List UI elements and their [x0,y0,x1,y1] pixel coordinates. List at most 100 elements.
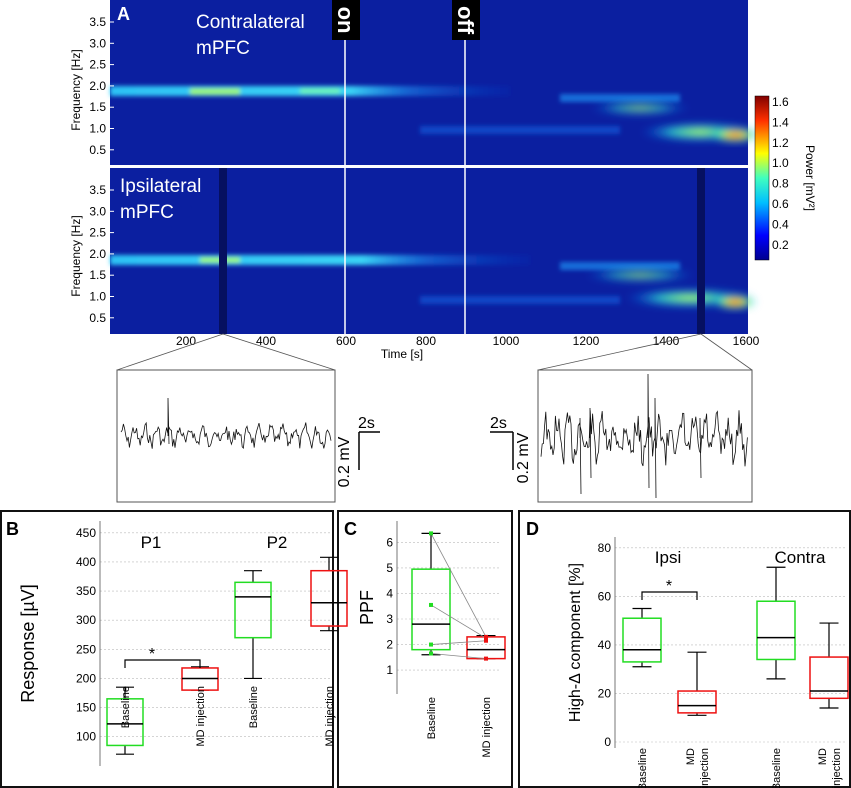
y-tick-label: 0.5 [89,143,106,157]
colorbar-tick-label: 1.2 [772,136,789,150]
x-ticks: 200 400 600 800 1000 1200 1400 1600 [176,334,760,348]
y-tick-label: 150 [76,701,96,715]
box [411,568,451,651]
y-tick-label: 250 [76,642,96,656]
y-tick-label: 100 [76,730,96,744]
trace-marker-left [219,168,227,334]
panel-b-frame [0,510,334,788]
colorbar-label: Power [mV²] [803,145,817,211]
x-tick-label: 1400 [653,334,680,348]
panel-c-frame [337,510,513,788]
scale-left-time: 2s [358,415,375,432]
y-tick-label: 1 [386,663,393,677]
scale-right-time: 2s [490,415,507,432]
y-ticks-top: 3.5 3.0 2.5 2.0 1.5 1.0 0.5 [89,15,114,157]
x-category-label: MD injection [195,686,207,747]
trace-box-right [537,369,753,503]
scale-bar-left [358,431,380,470]
x-tick-label: 1600 [733,334,760,348]
spectrogram-ipsilateral [110,168,748,334]
colorbar-tick-label: 0.6 [772,197,789,211]
y-tick-label: 40 [598,638,612,652]
paired-line [430,640,487,645]
x-category-label: injection [699,748,711,788]
lfp-trace-baseline [120,397,332,450]
panel-c-letter: C [344,519,357,539]
md-point [484,656,488,661]
y-tick-label: 3.5 [89,183,106,197]
x-tick-label: 1200 [573,334,600,348]
y-tick-label: 2.5 [89,58,106,72]
box [756,600,796,661]
baseline-point [429,531,433,536]
y-tick-label: 450 [76,526,96,540]
y-tick-label: 60 [598,589,612,603]
panel-a: on off A Contralateral mPFC Ipsilateral … [69,0,817,503]
significance-star: * [149,646,155,663]
y-tick-label: 5 [386,561,393,575]
x-category-label: Baseline [426,697,438,739]
colorbar-ticks: 1.6 1.4 1.2 1.0 0.8 0.6 0.4 0.2 [772,95,789,252]
x-category-label: Baseline [120,686,132,728]
panel-d-letter: D [526,519,539,539]
scale-right-volt: 0.2 mV [515,432,532,483]
group-label-ipsi: Ipsi [655,548,681,567]
y-ticks-bottom: 3.5 3.0 2.5 2.0 1.5 1.0 0.5 [89,183,114,325]
panel-d-frame [518,510,851,788]
box [622,617,662,663]
box [106,698,144,747]
y-tick-label: 2.5 [89,226,106,240]
y-tick-label: 6 [386,535,393,549]
paired-line [430,604,487,639]
spectrogram-contralateral [110,0,748,166]
ipsilateral-label-2: mPFC [120,202,174,223]
y-tick-label: 3.0 [89,36,106,50]
y-tick-label: 200 [76,671,96,685]
colorbar-tick-label: 0.8 [772,177,789,191]
x-category-label: Baseline [248,686,260,728]
y-tick-label: 2.0 [89,79,106,93]
y-tick-label: 0.5 [89,311,106,325]
y-tick-label: 300 [76,613,96,627]
group-label-p1: P1 [141,533,162,552]
y-tick-label: 3 [386,612,393,626]
baseline-point [429,602,433,607]
colorbar-tick-label: 0.4 [772,217,789,231]
paired-line [430,533,487,638]
y-tick-label: 1.0 [89,122,106,136]
x-category-label: MD [817,748,829,765]
chart-b: 450 400 350 300 250 200 150 100 Response [µV] Bas… [18,521,348,766]
x-tick-label: 1000 [493,334,520,348]
x-category-label: MD injection [481,697,493,758]
box [310,569,348,627]
box [234,581,272,639]
x-tick-label: 800 [416,334,436,348]
off-label: off [453,6,478,35]
baseline-point [429,651,433,656]
group-label-p2: P2 [267,533,288,552]
contralateral-label-1: Contralateral [196,12,305,33]
x-category-label: Baseline [771,748,783,788]
x-axis-label: Time [s] [381,347,423,361]
x-category-label: MD [685,748,697,765]
y-tick-label: 1.0 [89,290,106,304]
y-tick-label: 3.0 [89,204,106,218]
x-tick-label: 600 [336,334,356,348]
x-tick-label: 400 [256,334,276,348]
panel-b-letter: B [6,519,19,539]
scale-left-volt: 0.2 mV [336,436,353,487]
y-tick-label: 2 [386,638,393,652]
trace-marker-right [697,168,705,334]
box [677,690,717,714]
y-axis-label-top: Frequency [Hz] [69,49,83,130]
x-category-label: Baseline [637,748,649,788]
colorbar-tick-label: 0.2 [772,238,789,252]
y-tick-label: 350 [76,584,96,598]
baseline-point [429,642,433,647]
y-tick-label: 20 [598,686,612,700]
significance-bracket [124,659,201,668]
paired-line [430,653,487,660]
group-label-contra: Contra [774,548,826,567]
ipsilateral-label-1: Ipsilateral [120,176,201,197]
y-axis-label-bottom: Frequency [Hz] [69,215,83,296]
